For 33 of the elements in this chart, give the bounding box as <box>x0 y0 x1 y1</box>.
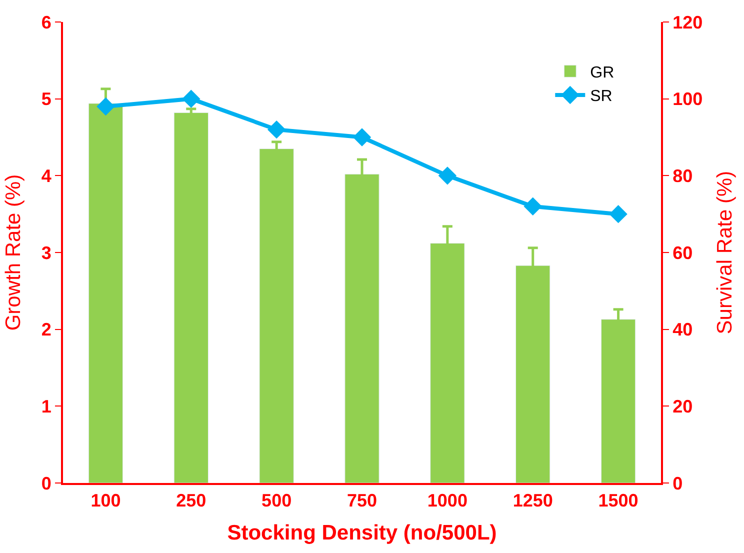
y-tick-label: 3 <box>41 242 52 263</box>
y-tick-label: 6 <box>41 12 52 32</box>
y-tick-label: 2 <box>41 320 52 340</box>
legend-label: GR <box>590 64 614 82</box>
point <box>267 120 286 139</box>
x-axis-title: Stocking Density (no/500L) <box>227 521 497 544</box>
legend-label: SR <box>590 88 612 106</box>
x-tick-label: 500 <box>262 490 292 511</box>
x-tick-label: 1500 <box>598 490 638 511</box>
y2-tick-label: 100 <box>672 89 703 110</box>
x-tick-label: 250 <box>176 490 206 511</box>
point <box>438 166 457 185</box>
point <box>182 90 200 108</box>
point <box>609 204 628 224</box>
x-tick-label: 750 <box>346 490 378 511</box>
y2-tick-label: 60 <box>672 242 693 263</box>
y2-tick-label: 0 <box>672 473 683 494</box>
y2-axis-title: Survival Rate (%) <box>713 170 736 334</box>
y-tick-label: 4 <box>41 166 52 186</box>
point <box>96 97 115 116</box>
y2-tick-label: 40 <box>672 320 693 340</box>
y-tick-label: 1 <box>41 396 52 416</box>
x-tick-label: 1250 <box>512 490 553 511</box>
y2-tick-label: 120 <box>672 12 703 32</box>
y-axis-title: Growth Rate (%) <box>2 174 26 331</box>
y-tick-label: 0 <box>41 473 52 494</box>
x-tick-label: 1000 <box>427 490 468 511</box>
y2-tick-label: 80 <box>672 166 693 186</box>
point <box>352 128 372 146</box>
point <box>524 197 542 216</box>
x-tick-label: 100 <box>90 490 121 511</box>
y2-tick-label: 20 <box>672 396 693 416</box>
y-tick-label: 5 <box>41 89 52 110</box>
